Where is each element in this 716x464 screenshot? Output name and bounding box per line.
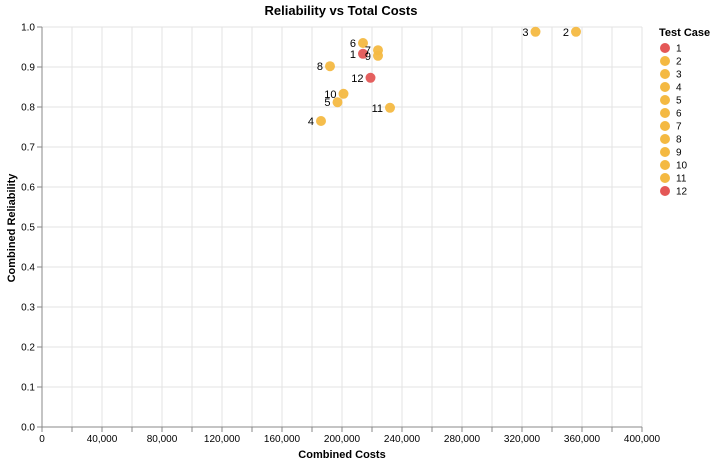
data-point bbox=[338, 88, 349, 99]
legend-symbol bbox=[660, 134, 670, 144]
data-point bbox=[373, 50, 383, 61]
legend-label: 7 bbox=[676, 122, 682, 133]
y-tick-label: 0.0 bbox=[21, 423, 35, 434]
y-tick-label: 0.6 bbox=[21, 183, 35, 194]
y-tick-label: 0.9 bbox=[21, 63, 35, 74]
axes: 0 40,000 80,000 120,000 160,000 200,000 240,00… bbox=[21, 23, 660, 446]
y-tick-label: 0.4 bbox=[21, 263, 35, 274]
x-tick-label: 320,000 bbox=[504, 434, 541, 445]
data-points bbox=[316, 26, 581, 126]
legend-label: 2 bbox=[676, 57, 682, 68]
data-point bbox=[571, 26, 581, 37]
x-tick-label: 120,000 bbox=[204, 434, 241, 445]
y-axis-title: Combined Reliability bbox=[6, 173, 18, 283]
legend-title: Test Case bbox=[659, 27, 710, 39]
x-tick-label: 160,000 bbox=[264, 434, 301, 445]
data-point bbox=[332, 97, 343, 108]
x-tick-label: 200,000 bbox=[324, 434, 361, 445]
legend-label: 4 bbox=[676, 83, 682, 94]
x-tick-label: 0 bbox=[39, 434, 45, 445]
y-tick-label: 0.7 bbox=[21, 143, 35, 154]
grid bbox=[41, 26, 643, 428]
legend-symbol bbox=[660, 56, 670, 66]
legend-label: 11 bbox=[676, 174, 687, 185]
x-tick-label: 240,000 bbox=[384, 434, 421, 445]
y-tick-label: 0.3 bbox=[21, 303, 35, 314]
x-tick-label: 360,000 bbox=[564, 434, 601, 445]
legend-symbol bbox=[660, 82, 670, 92]
data-point bbox=[358, 38, 368, 48]
legend-label: 5 bbox=[676, 96, 682, 107]
legend-symbol bbox=[660, 43, 670, 53]
y-tick-label: 1.0 bbox=[21, 23, 35, 34]
legend-symbol bbox=[660, 108, 670, 118]
point-label: 1 bbox=[350, 49, 356, 61]
legend-label: 12 bbox=[676, 187, 688, 198]
data-point bbox=[530, 26, 541, 37]
legend-label: 3 bbox=[676, 70, 682, 81]
legend-symbol bbox=[660, 160, 670, 170]
data-point bbox=[325, 61, 335, 72]
y-tick-label: 0.1 bbox=[21, 383, 35, 394]
point-label: 4 bbox=[308, 116, 314, 128]
legend-symbol bbox=[660, 186, 670, 196]
x-tick-label: 280,000 bbox=[444, 434, 481, 445]
legend-label: 1 bbox=[676, 44, 682, 55]
legend-label: 10 bbox=[676, 161, 688, 172]
point-label: 3 bbox=[522, 27, 528, 39]
point-label: 5 bbox=[324, 97, 330, 109]
data-point bbox=[358, 48, 368, 59]
legend-label: 8 bbox=[676, 135, 682, 146]
point-label: 11 bbox=[372, 103, 383, 115]
legend-symbol bbox=[660, 69, 670, 79]
legend-symbol bbox=[660, 95, 670, 105]
point-label: 9 bbox=[365, 51, 371, 63]
data-point bbox=[316, 116, 326, 126]
legend-label: 6 bbox=[676, 109, 682, 120]
y-tick-label: 0.2 bbox=[21, 343, 35, 354]
data-point bbox=[385, 102, 395, 113]
point-label: 10 bbox=[324, 89, 336, 101]
y-tick-label: 0.8 bbox=[21, 103, 35, 114]
legend-label: 9 bbox=[676, 148, 682, 159]
point-label: 12 bbox=[351, 73, 363, 85]
x-tick-label: 40,000 bbox=[87, 434, 118, 445]
point-label: 8 bbox=[317, 61, 323, 73]
point-label: 7 bbox=[365, 45, 371, 57]
x-axis-title: Combined Costs bbox=[298, 449, 385, 461]
x-tick-label: 80,000 bbox=[147, 434, 178, 445]
chart-title: Reliability vs Total Costs bbox=[265, 3, 418, 18]
data-point bbox=[365, 72, 376, 83]
y-tick-label: 0.5 bbox=[21, 223, 35, 234]
legend-symbol bbox=[660, 173, 670, 183]
legend-symbol bbox=[660, 147, 670, 157]
point-label: 2 bbox=[563, 27, 569, 39]
legend-symbol bbox=[660, 121, 670, 131]
point-label: 6 bbox=[350, 38, 356, 50]
x-tick-label: 400,000 bbox=[624, 434, 661, 445]
